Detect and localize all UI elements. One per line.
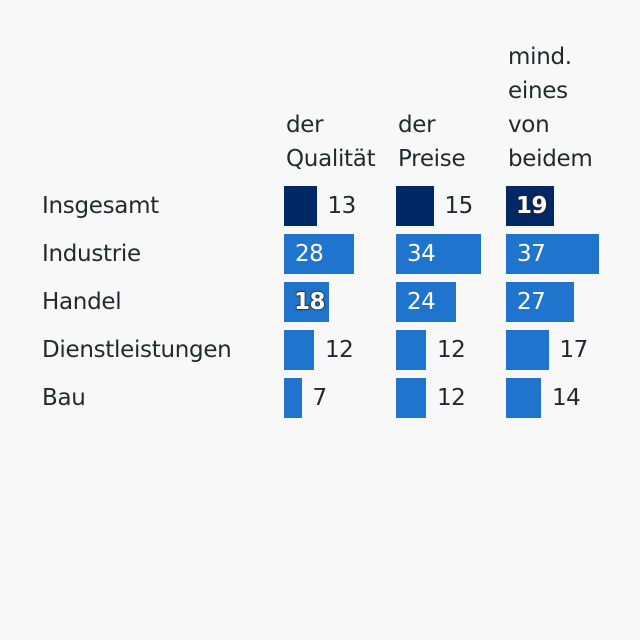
- bar: [396, 330, 426, 370]
- value-label: 12: [437, 337, 466, 363]
- value-label: 28: [295, 241, 324, 267]
- bar: [396, 186, 434, 226]
- column-header-line: Qualität: [286, 146, 376, 172]
- value-label: 19: [515, 192, 548, 219]
- value-label: 24: [407, 289, 436, 315]
- row-label: Handel: [42, 289, 122, 315]
- bar: [396, 234, 481, 274]
- bar: [284, 186, 317, 226]
- value-label: 7: [312, 385, 328, 411]
- column-header-line: mind.: [508, 44, 572, 70]
- column-header-line: von: [508, 112, 550, 138]
- row-label: Bau: [42, 385, 86, 411]
- row-label: Industrie: [42, 241, 141, 267]
- bar: [396, 378, 426, 418]
- column-header-line: der: [398, 112, 436, 138]
- bar: [284, 234, 354, 274]
- column-header-line: beidem: [508, 146, 593, 172]
- row-label: Dienstleistungen: [42, 337, 232, 363]
- bar: [284, 378, 302, 418]
- value-label: 37: [517, 241, 546, 267]
- bar: [284, 330, 314, 370]
- value-label: 34: [407, 241, 436, 267]
- column-header: mind. eines von beidem: [508, 40, 593, 176]
- bar: [284, 282, 329, 322]
- value-label: 17: [559, 337, 589, 363]
- value-label: 13: [327, 193, 357, 219]
- value-label: 18: [293, 288, 326, 315]
- value-label: 15: [444, 193, 474, 219]
- value-label: 27: [517, 289, 546, 315]
- value-label: 14: [552, 385, 581, 411]
- row-label: Insgesamt: [42, 193, 159, 219]
- column-header-line: der: [286, 112, 324, 138]
- bar: [506, 186, 554, 226]
- column-header: der Qualität: [286, 108, 376, 176]
- bar: [396, 282, 456, 322]
- column-header-line: Preise: [398, 146, 466, 172]
- value-label: 12: [437, 385, 466, 411]
- column-header: der Preise: [398, 108, 466, 176]
- bar: [506, 234, 599, 274]
- value-label: 12: [325, 337, 354, 363]
- column-header-line: eines: [508, 78, 568, 104]
- bar: [506, 282, 574, 322]
- bar: [506, 330, 549, 370]
- bar: [506, 378, 541, 418]
